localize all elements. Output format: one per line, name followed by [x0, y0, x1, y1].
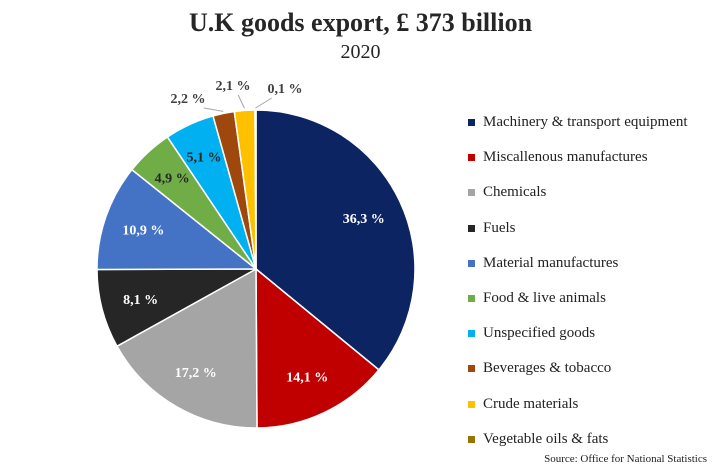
source-note: Source: Office for National Statistics: [544, 453, 707, 465]
legend-swatch: [468, 189, 475, 197]
legend-label: Chemicals: [483, 184, 547, 201]
legend-item-9: Crude materials: [468, 387, 688, 422]
legend-item-4: Fuels: [468, 211, 688, 246]
legend-label: Crude materials: [483, 395, 579, 412]
pie-slice-3: [115, 267, 258, 429]
legend-item-3: Chemicals: [468, 175, 688, 210]
chart-subtitle: 2020: [340, 41, 381, 63]
slice-data-label-6: 4,9 %: [155, 172, 190, 187]
leader-line-9: [237, 94, 245, 109]
legend-item-7: Unspecified goods: [468, 316, 688, 351]
slice-data-label-2: 14,1 %: [286, 371, 328, 386]
pie-slice-5: [96, 168, 259, 271]
legend-swatch: [468, 330, 475, 338]
legend-swatch: [468, 259, 475, 267]
chart-legend: Machinery & transport equipment Miscallen…: [468, 105, 688, 457]
pie-slice-10: [254, 109, 257, 270]
slice-data-label-8: 2,2 %: [171, 92, 206, 107]
legend-swatch: [468, 365, 475, 373]
legend-swatch: [468, 400, 475, 408]
slice-data-label-3: 17,2 %: [175, 366, 217, 381]
slice-data-label-1: 36,3 %: [343, 212, 385, 227]
legend-swatch: [468, 154, 475, 162]
legend-swatch: [468, 295, 475, 303]
legend-swatch: [468, 224, 475, 232]
pie-slice-1: [255, 109, 416, 371]
legend-label: Vegetable oils & fats: [483, 430, 609, 447]
legend-item-1: Machinery & transport equipment: [468, 105, 688, 140]
legend-swatch: [468, 435, 475, 443]
leader-line-10: [255, 97, 272, 109]
leader-line-8: [203, 107, 224, 112]
legend-label: Beverages & tobacco: [483, 360, 612, 377]
chart-title: U.K goods export, £ 373 billion: [188, 8, 533, 37]
slice-data-label-9: 2,1 %: [216, 79, 251, 94]
slice-data-label-5: 10,9 %: [122, 224, 164, 239]
slice-data-label-10: 0,1 %: [268, 82, 303, 97]
slice-data-label-4: 8,1 %: [123, 293, 158, 308]
legend-item-8: Beverages & tobacco: [468, 351, 688, 386]
legend-item-6: Food & live animals: [468, 281, 688, 316]
legend-label: Material manufactures: [483, 254, 619, 271]
legend-label: Machinery & transport equipment: [483, 114, 688, 131]
legend-label: Fuels: [483, 219, 516, 236]
legend-item-10: Vegetable oils & fats: [468, 422, 688, 457]
legend-item-2: Miscallenous manufactures: [468, 140, 688, 175]
legend-label: Unspecified goods: [483, 325, 596, 342]
pie-slice-2: [255, 267, 380, 429]
legend-label: Miscallenous manufactures: [483, 149, 648, 166]
legend-item-5: Material manufactures: [468, 246, 688, 281]
legend-swatch: [468, 119, 475, 127]
legend-label: Food & live animals: [483, 290, 606, 307]
slice-data-label-7: 5,1 %: [187, 150, 222, 165]
